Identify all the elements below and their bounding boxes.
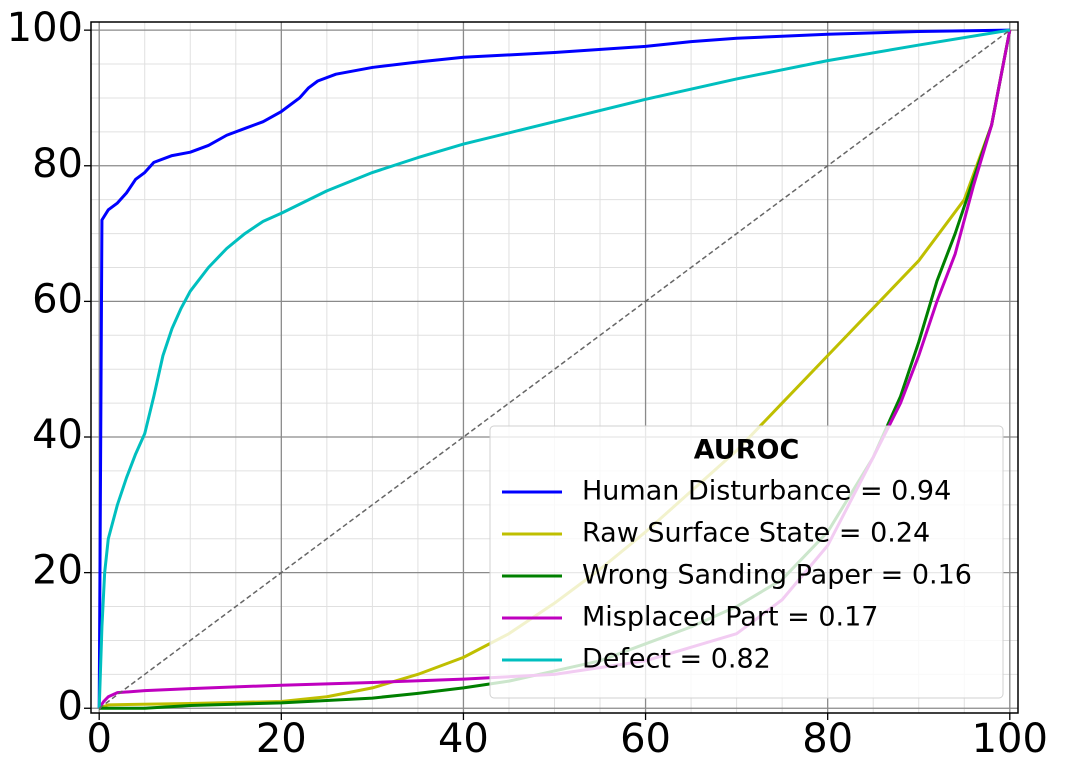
legend-label: Misplaced Part = 0.17 — [582, 602, 878, 633]
legend-title: AUROC — [694, 435, 800, 466]
y-tick-label: 60 — [32, 276, 83, 322]
legend-box — [489, 425, 1004, 699]
x-tick-label: 0 — [86, 716, 111, 762]
legend-label: Raw Surface State = 0.24 — [582, 518, 930, 549]
y-tick-label: 20 — [32, 548, 83, 594]
y-tick-label: 80 — [32, 141, 83, 187]
legend: AUROC Human Disturbance = 0.94 Raw Surface… — [489, 425, 1004, 699]
x-tick-label: 100 — [972, 716, 1048, 762]
x-tick-label: 60 — [620, 716, 671, 762]
x-tick-label: 40 — [438, 716, 489, 762]
ticks: 0 20 40 60 80 100 0 20 40 60 80 100 — [7, 5, 1048, 762]
y-tick-label: 40 — [32, 412, 83, 458]
x-tick-label: 20 — [256, 716, 307, 762]
roc-line — [97, 28, 1010, 709]
plot-frame — [90, 21, 1019, 714]
legend-label: Human Disturbance = 0.94 — [582, 476, 951, 507]
x-tick-label: 80 — [802, 716, 853, 762]
roc-line — [97, 28, 1011, 709]
y-tick-label: 100 — [7, 5, 83, 51]
legend-label: Wrong Sanding Paper = 0.16 — [582, 560, 972, 591]
reference-line — [98, 29, 1011, 709]
legend-label: Defect = 0.82 — [582, 644, 771, 675]
y-tick-label: 0 — [58, 683, 83, 729]
